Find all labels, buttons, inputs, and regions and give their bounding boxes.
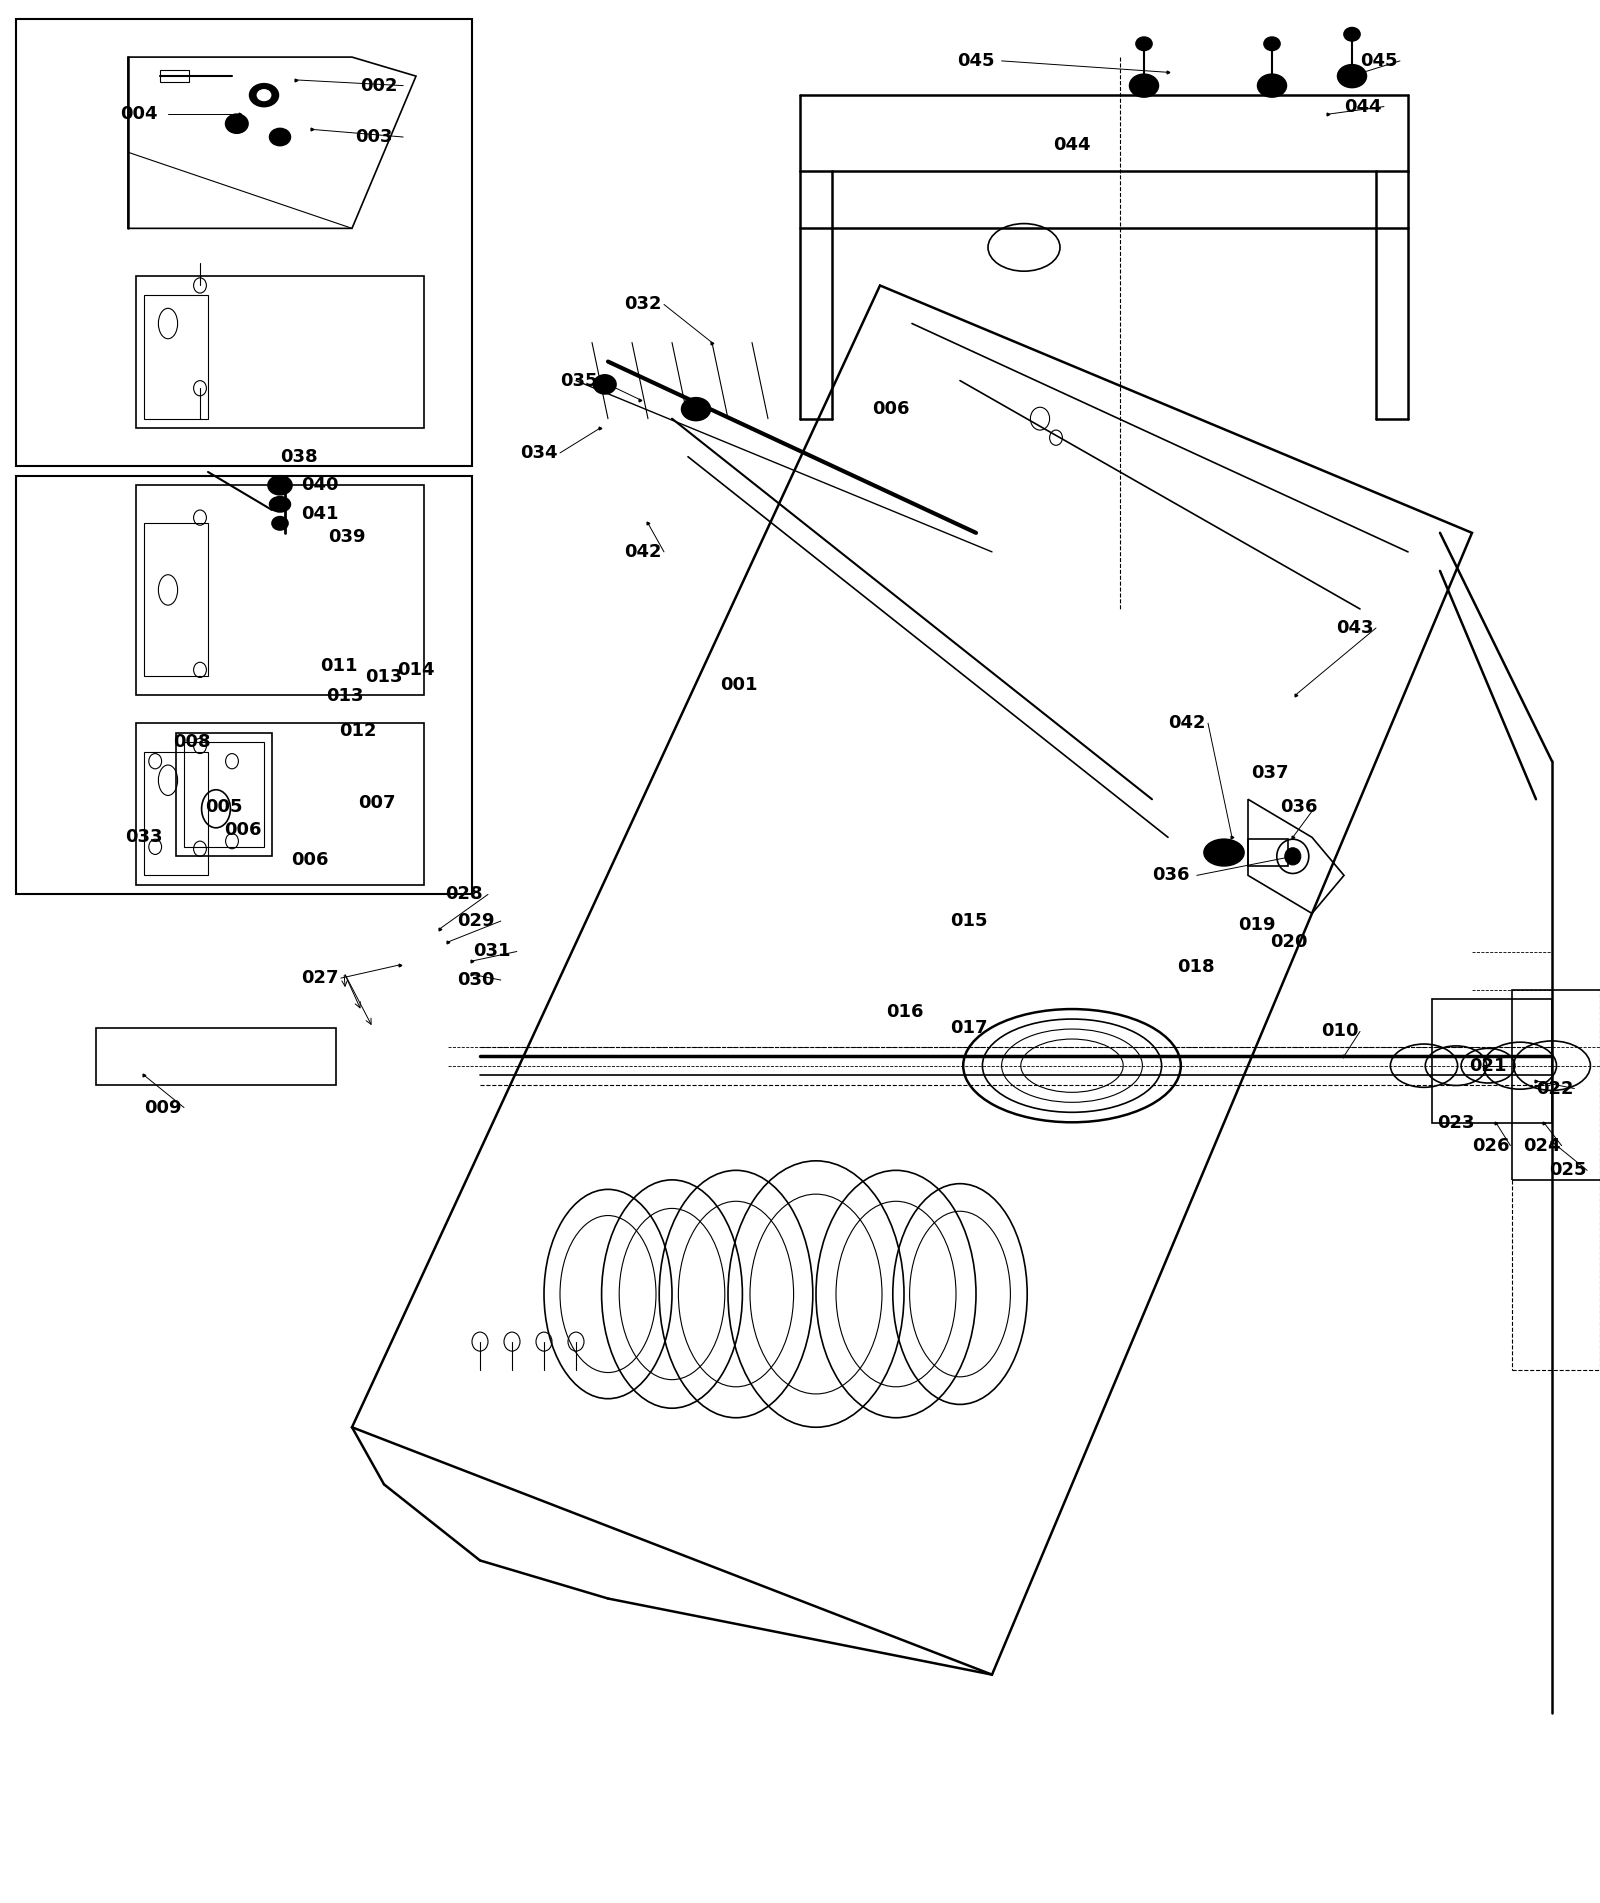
Text: 031: 031 xyxy=(474,942,510,961)
Ellipse shape xyxy=(256,89,272,103)
Text: 023: 023 xyxy=(1437,1113,1474,1132)
Bar xyxy=(160,70,189,82)
Text: 045: 045 xyxy=(957,51,994,70)
Text: 018: 018 xyxy=(1178,957,1216,976)
Ellipse shape xyxy=(272,516,288,529)
Text: 027: 027 xyxy=(301,969,338,988)
Text: 036: 036 xyxy=(1152,866,1189,885)
Bar xyxy=(184,742,264,847)
Ellipse shape xyxy=(1258,74,1286,97)
Ellipse shape xyxy=(594,375,616,394)
Ellipse shape xyxy=(1264,38,1280,49)
Bar xyxy=(176,733,272,856)
Bar xyxy=(144,295,208,419)
Text: 013: 013 xyxy=(365,668,402,687)
Text: 001: 001 xyxy=(720,676,757,695)
Bar xyxy=(1512,990,1600,1180)
Ellipse shape xyxy=(226,114,248,133)
Text: 003: 003 xyxy=(355,128,392,147)
Text: 020: 020 xyxy=(1270,932,1307,952)
Bar xyxy=(144,752,208,875)
Ellipse shape xyxy=(1205,839,1245,866)
Text: 006: 006 xyxy=(224,820,261,839)
Text: 019: 019 xyxy=(1238,915,1275,934)
Text: 012: 012 xyxy=(339,721,376,740)
Text: 039: 039 xyxy=(328,527,365,546)
Text: 006: 006 xyxy=(872,400,909,419)
Text: 038: 038 xyxy=(280,447,318,466)
Text: 033: 033 xyxy=(125,828,162,847)
Text: 044: 044 xyxy=(1344,97,1381,116)
Ellipse shape xyxy=(1136,38,1152,49)
Text: 022: 022 xyxy=(1536,1079,1573,1098)
Text: 028: 028 xyxy=(445,885,483,904)
Text: 030: 030 xyxy=(458,971,494,990)
Text: 042: 042 xyxy=(1168,714,1205,733)
Text: 008: 008 xyxy=(173,733,211,752)
Text: 005: 005 xyxy=(205,797,242,816)
Ellipse shape xyxy=(250,84,278,107)
Text: 017: 017 xyxy=(950,1018,987,1037)
Bar xyxy=(16,476,472,894)
Ellipse shape xyxy=(269,129,291,145)
Text: 042: 042 xyxy=(624,542,661,561)
Ellipse shape xyxy=(1130,74,1158,97)
Text: 040: 040 xyxy=(301,476,338,495)
Text: 011: 011 xyxy=(320,657,357,676)
Ellipse shape xyxy=(1338,65,1366,88)
Text: 044: 044 xyxy=(1053,135,1090,154)
Bar xyxy=(96,1028,336,1085)
Text: 007: 007 xyxy=(358,794,395,813)
Text: 026: 026 xyxy=(1472,1136,1509,1155)
Text: 010: 010 xyxy=(1322,1022,1358,1041)
Text: 037: 037 xyxy=(1251,763,1288,782)
Bar xyxy=(144,523,208,676)
Text: 006: 006 xyxy=(291,851,328,870)
Text: 035: 035 xyxy=(560,371,597,390)
Text: 014: 014 xyxy=(397,660,434,679)
Ellipse shape xyxy=(269,476,291,495)
Bar xyxy=(1432,999,1552,1123)
Ellipse shape xyxy=(269,497,291,512)
Bar xyxy=(16,19,472,466)
Text: 043: 043 xyxy=(1336,618,1373,638)
Text: 041: 041 xyxy=(301,504,338,523)
Text: 025: 025 xyxy=(1549,1161,1586,1180)
Ellipse shape xyxy=(682,398,710,421)
Text: 024: 024 xyxy=(1523,1136,1560,1155)
Text: 045: 045 xyxy=(1360,51,1397,70)
Text: 004: 004 xyxy=(120,105,157,124)
Text: 029: 029 xyxy=(458,912,494,931)
Text: 009: 009 xyxy=(144,1098,181,1117)
Text: 016: 016 xyxy=(886,1003,923,1022)
Ellipse shape xyxy=(1285,849,1301,864)
Text: 013: 013 xyxy=(326,687,363,706)
Text: 002: 002 xyxy=(360,76,397,95)
Text: 015: 015 xyxy=(950,912,987,931)
Text: 021: 021 xyxy=(1469,1056,1506,1075)
Bar xyxy=(1248,839,1288,866)
Ellipse shape xyxy=(1344,27,1360,42)
Text: 032: 032 xyxy=(624,295,661,314)
Text: 036: 036 xyxy=(1280,797,1317,816)
Text: 034: 034 xyxy=(520,443,557,462)
